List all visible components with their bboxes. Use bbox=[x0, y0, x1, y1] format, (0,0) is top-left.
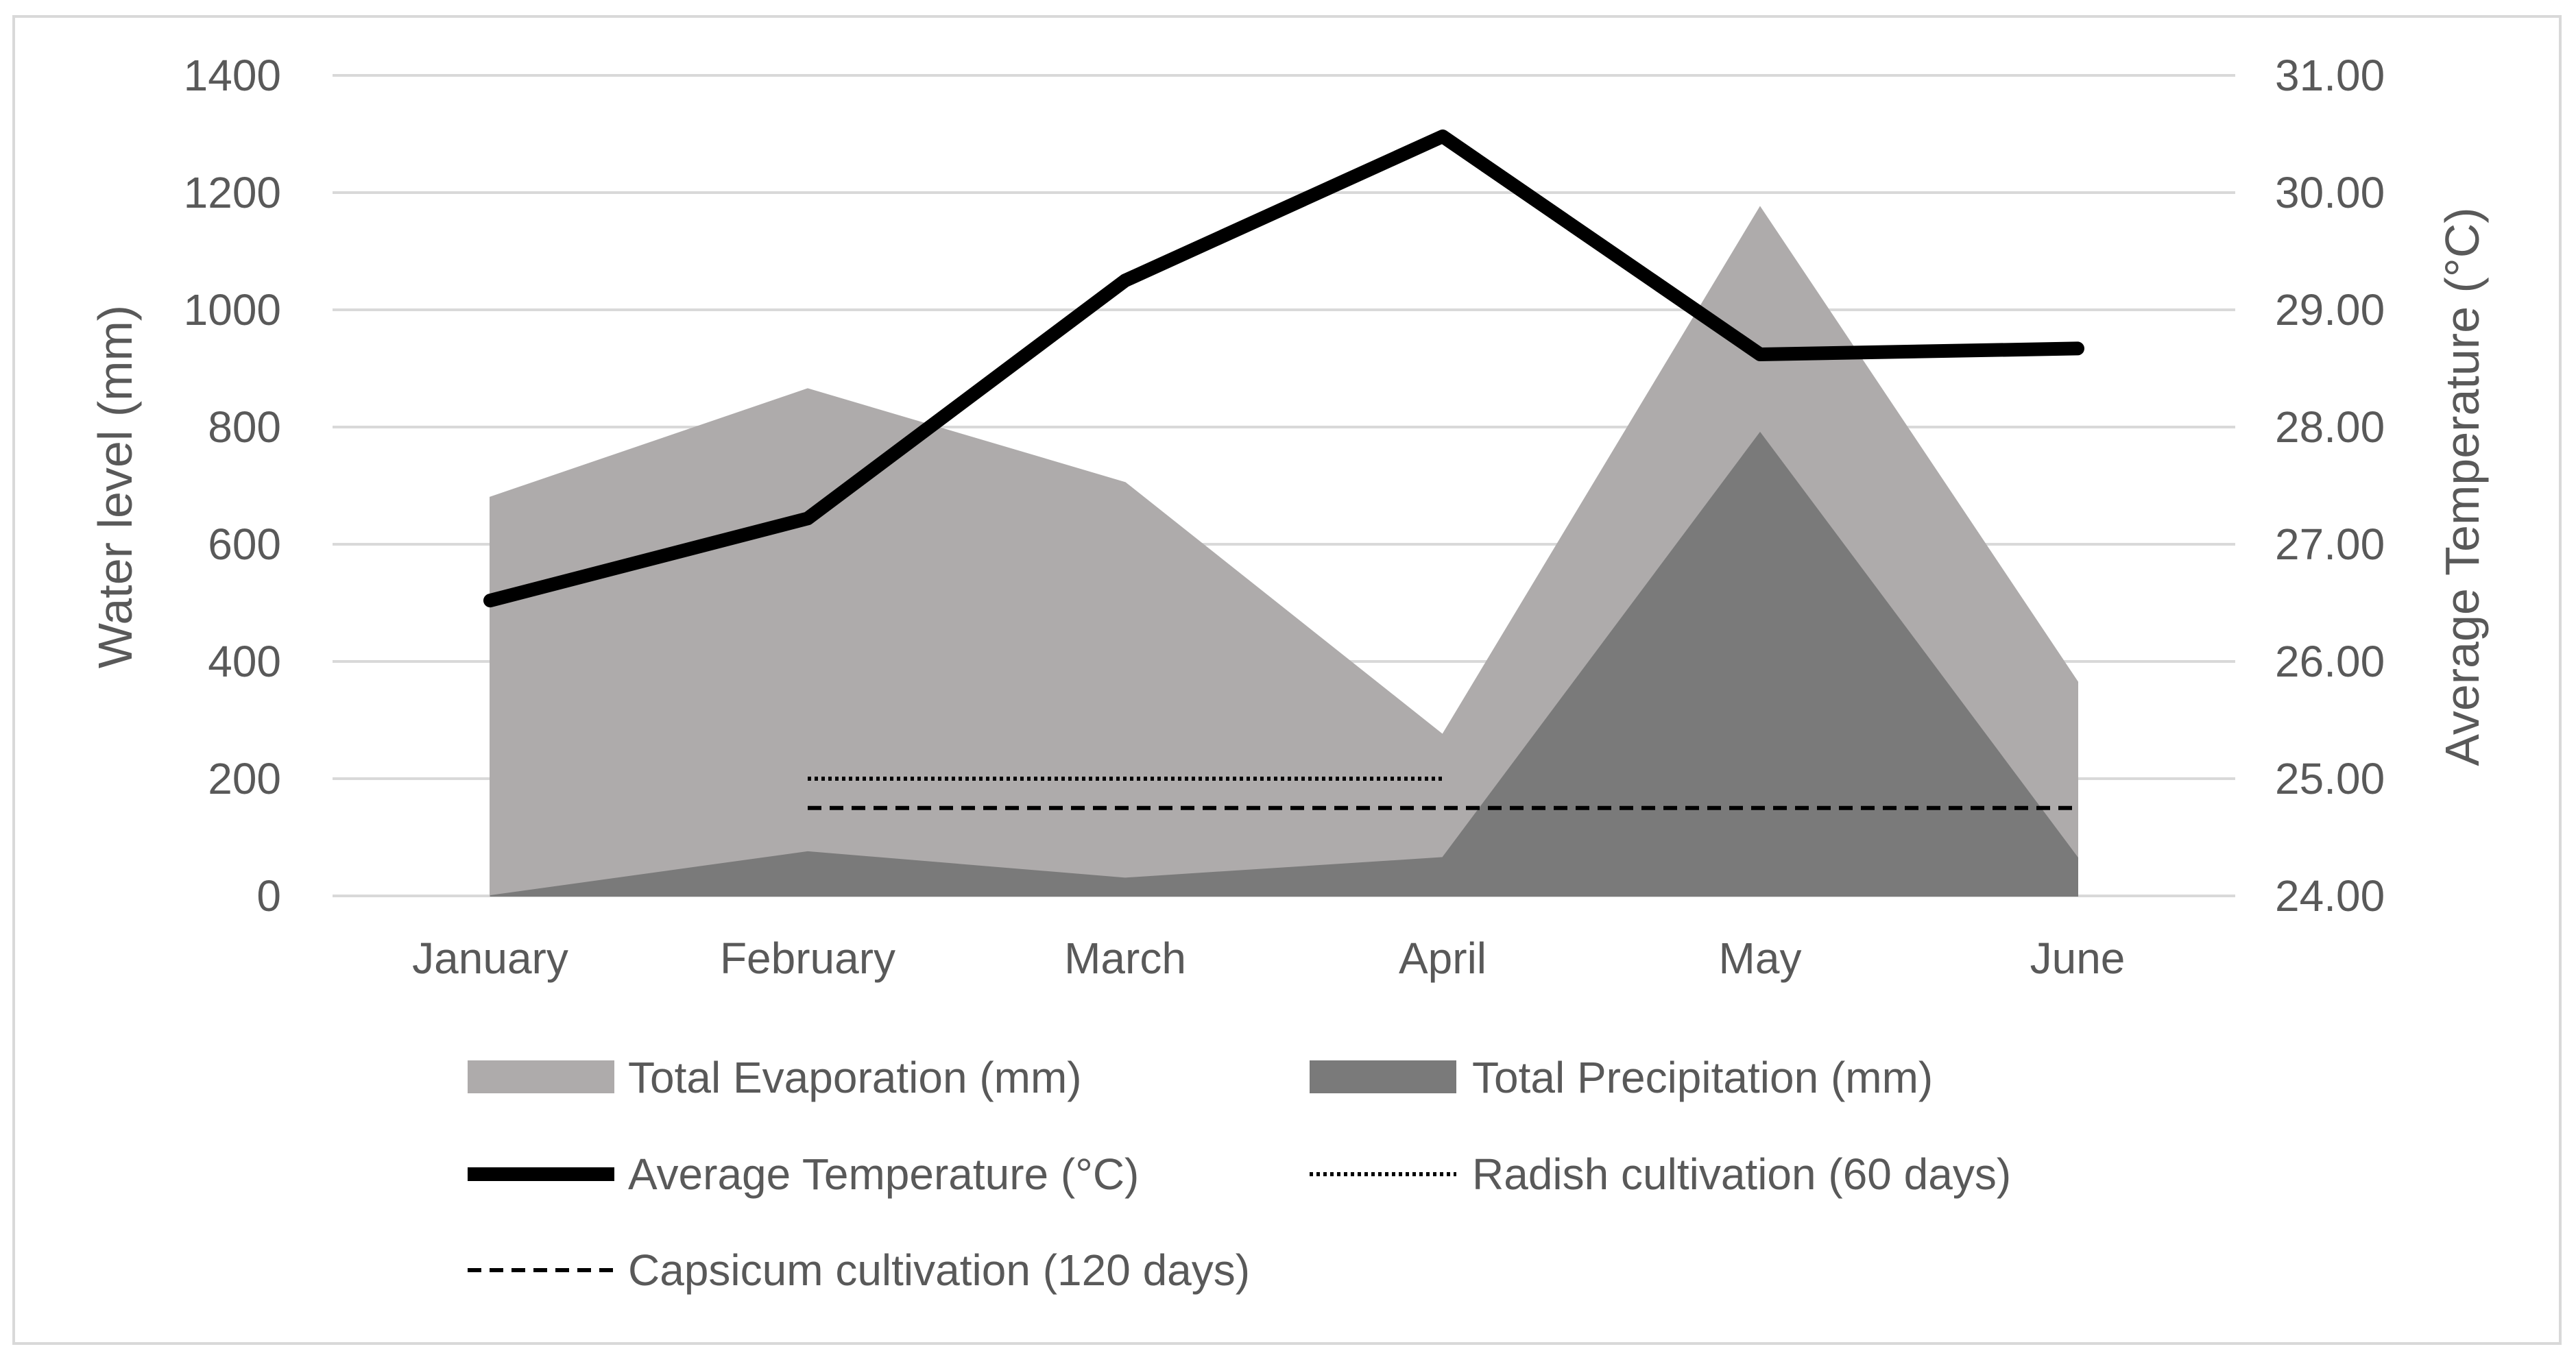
y2-tick-label: 26.00 bbox=[2275, 637, 2385, 686]
line-series bbox=[483, 129, 2084, 810]
legend-swatch-precipitation bbox=[1310, 1060, 1456, 1093]
x-tick-label: February bbox=[720, 934, 895, 983]
x-tick-label: May bbox=[1719, 934, 1802, 983]
legend-label-evaporation: Total Evaporation (mm) bbox=[628, 1053, 1082, 1102]
y-tick-label: 0 bbox=[256, 871, 281, 921]
y2-axis-title: Average Temperature (°C) bbox=[2435, 207, 2489, 766]
x-tick-label: March bbox=[1064, 934, 1186, 983]
legend-label-capsicum: Capsicum cultivation (120 days) bbox=[628, 1245, 1250, 1295]
temperature-line bbox=[483, 129, 2084, 608]
legend-label-precipitation: Total Precipitation (mm) bbox=[1472, 1053, 1933, 1102]
y-tick-label: 200 bbox=[208, 754, 281, 803]
x-tick-label: April bbox=[1399, 934, 1486, 983]
y2-tick-label: 25.00 bbox=[2275, 754, 2385, 803]
legend-label-radish: Radish cultivation (60 days) bbox=[1472, 1150, 2011, 1199]
y2-tick-label: 24.00 bbox=[2275, 871, 2385, 921]
precipitation-area bbox=[490, 431, 2078, 897]
y2-tick-label: 31.00 bbox=[2275, 51, 2385, 100]
y-tick-label: 1000 bbox=[184, 285, 281, 335]
axes: 0 200 400 600 800 1000 1200 1400 24.00 25.00 26.00… bbox=[184, 51, 2385, 983]
y-tick-label: 800 bbox=[208, 402, 281, 452]
y-tick-label: 400 bbox=[208, 637, 281, 686]
area-series bbox=[490, 206, 2078, 897]
y2-tick-label: 29.00 bbox=[2275, 285, 2385, 335]
y-tick-label: 1400 bbox=[184, 51, 281, 100]
y2-tick-label: 27.00 bbox=[2275, 520, 2385, 569]
legend-label-temperature: Average Temperature (°C) bbox=[628, 1150, 1139, 1199]
legend-swatch-evaporation bbox=[468, 1060, 614, 1093]
x-tick-label: January bbox=[412, 934, 568, 983]
legend: Total Evaporation (mm) Total Precipitati… bbox=[468, 1053, 2011, 1295]
y2-tick-label: 28.00 bbox=[2275, 402, 2385, 452]
x-tick-label: June bbox=[2030, 934, 2126, 983]
y-tick-label: 1200 bbox=[184, 168, 281, 217]
y-tick-label: 600 bbox=[208, 520, 281, 569]
y-axis-title: Water level (mm) bbox=[88, 305, 142, 668]
y2-tick-label: 30.00 bbox=[2275, 168, 2385, 217]
